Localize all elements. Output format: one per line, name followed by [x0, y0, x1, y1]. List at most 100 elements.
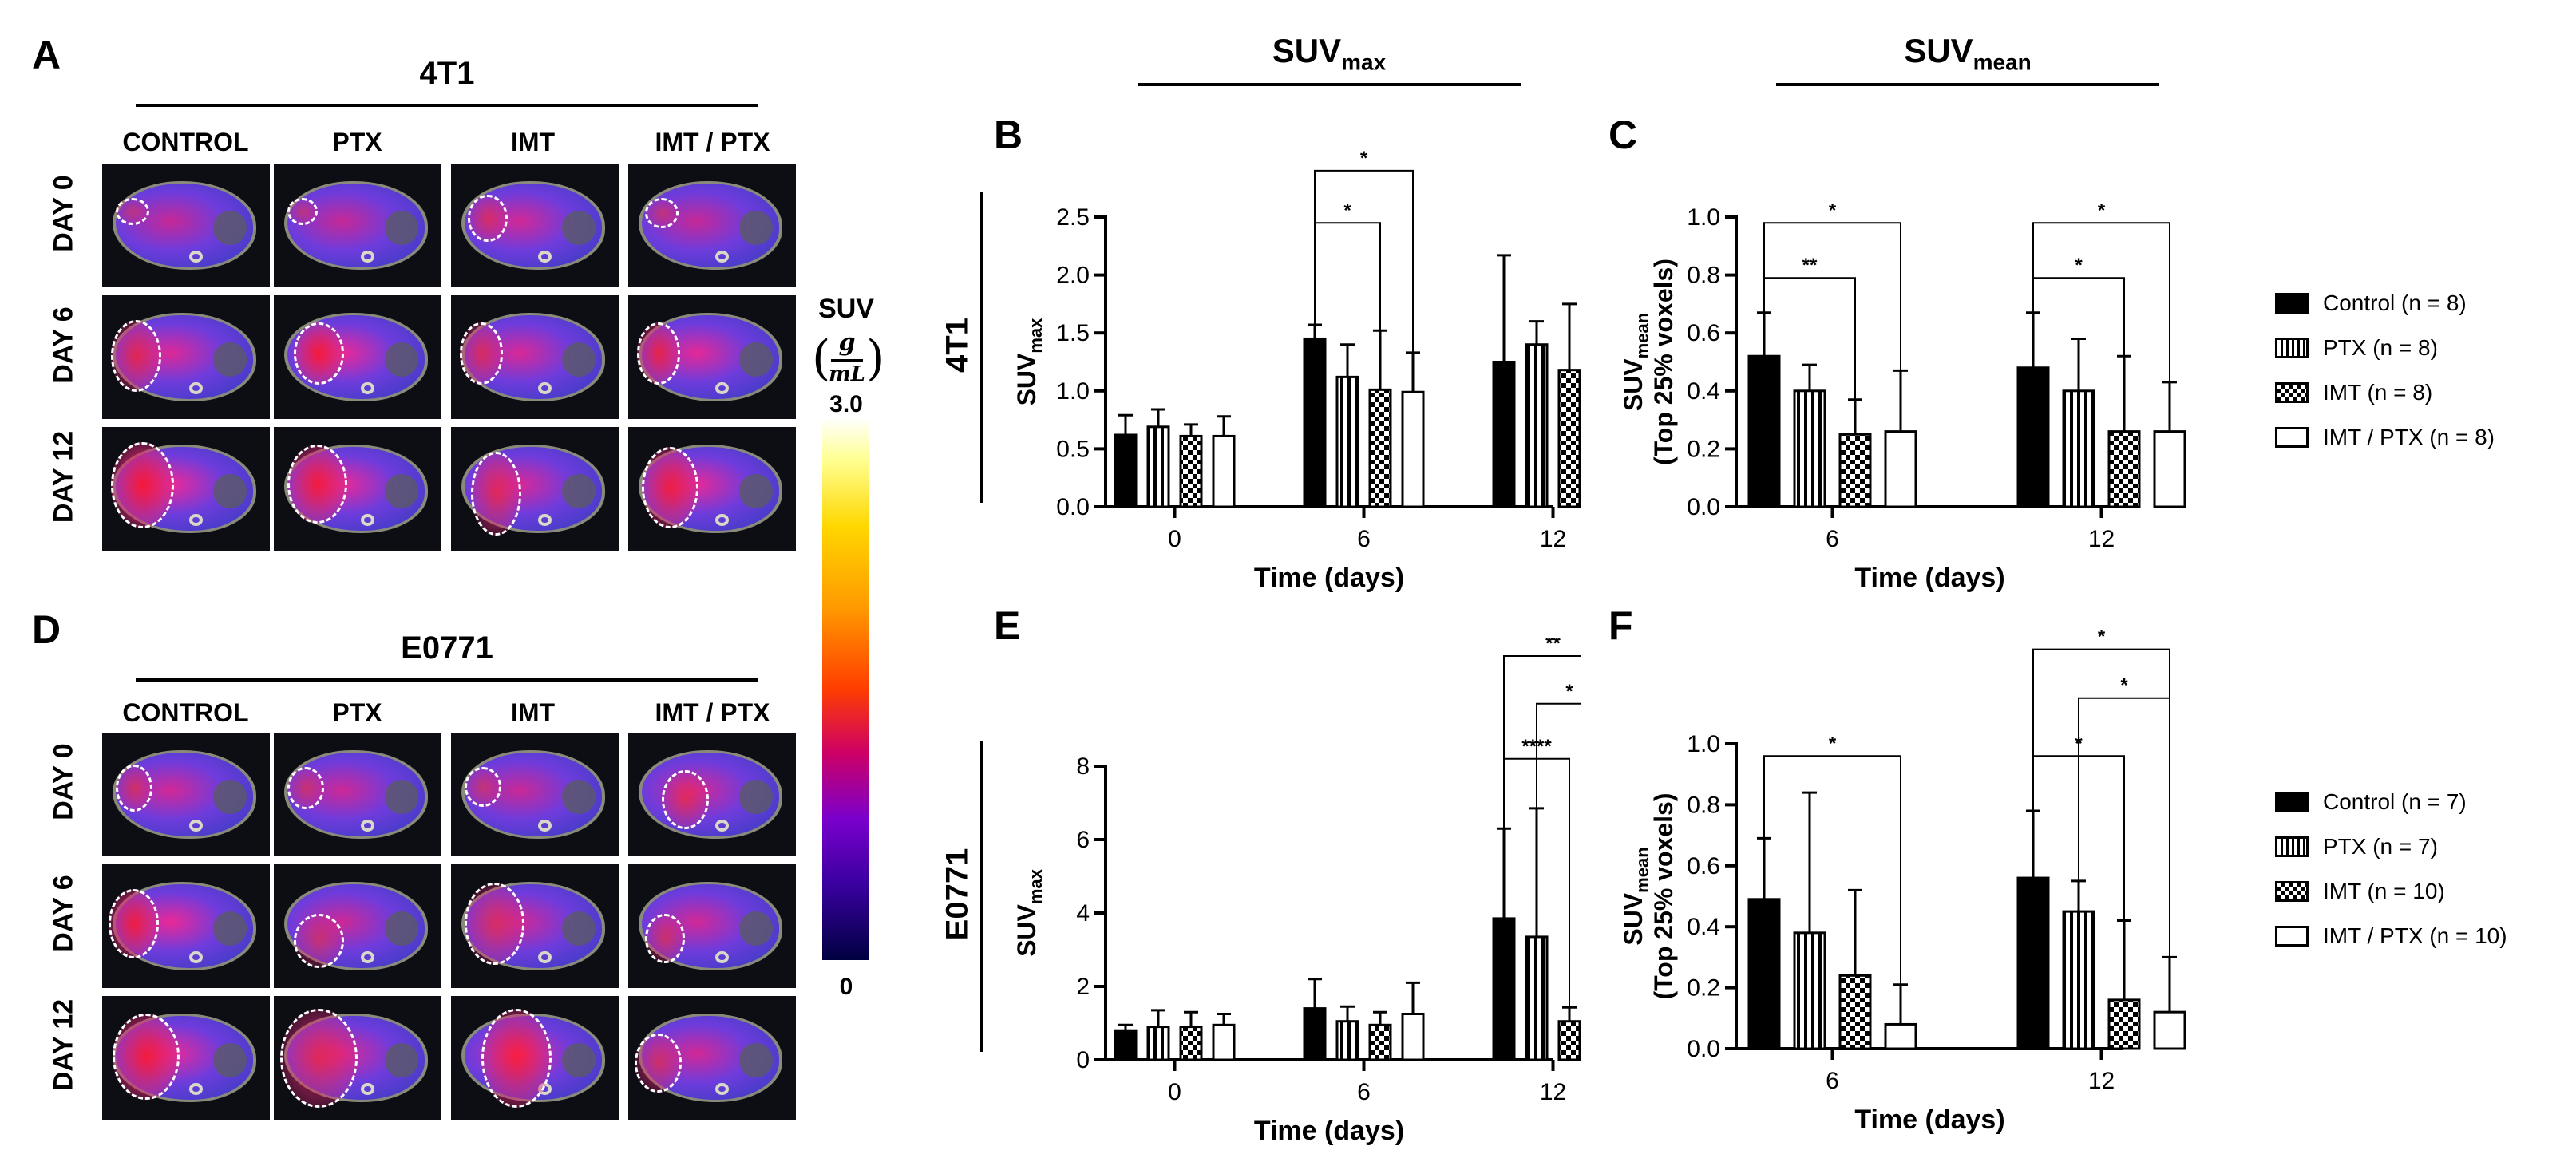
col-label-imt-ptx: IMT / PTX — [655, 128, 770, 156]
col-label-ptx-2: PTX — [332, 698, 382, 727]
bar-control — [1114, 1029, 1138, 1061]
pet-scan-image — [102, 864, 270, 988]
bar-ptx — [2062, 389, 2095, 508]
panel-letter-b: B — [994, 113, 1023, 157]
y-tick-label: 0.0 — [1687, 1036, 1720, 1062]
legend-item-ptx-2: PTX (n = 7) — [2275, 834, 2438, 859]
bar-ptx — [2062, 910, 2095, 1050]
pet-spine — [715, 513, 729, 526]
legend-item-control: Control (n = 8) — [2275, 290, 2467, 315]
frac-line — [831, 359, 863, 362]
bar-control — [1492, 361, 1516, 508]
bar-control — [1492, 917, 1516, 1061]
pet-spine — [715, 819, 729, 832]
y-tick-label: 0.2 — [1687, 975, 1720, 1002]
significance-bracket — [2032, 648, 2170, 1003]
tumor-roi-outline — [641, 446, 699, 529]
x-tick-label: 12 — [2088, 526, 2115, 552]
pet-organ — [738, 473, 773, 509]
legend-label: Control (n = 8) — [2323, 290, 2467, 315]
pet-organ — [384, 1042, 418, 1078]
pet-organ — [738, 911, 773, 947]
y-axis-title: SUVmax — [1012, 868, 1046, 957]
col-label-imt: IMT — [510, 128, 556, 156]
tumor-roi-outline — [294, 322, 345, 385]
bar-imt — [2107, 430, 2141, 508]
pet-scan-image — [628, 996, 796, 1120]
pet-scan-image — [102, 164, 270, 287]
tumor-roi-outline — [662, 769, 709, 829]
pet-scan-image — [274, 427, 441, 551]
legend-item-imt-ptx: IMT / PTX (n = 8) — [2275, 425, 2495, 449]
pet-scan-image — [102, 733, 270, 856]
pet-body-outline — [638, 444, 783, 534]
tumor-roi-outline — [287, 767, 324, 810]
y-tick-label: 4 — [1076, 900, 1090, 927]
pet-body-outline — [461, 881, 606, 971]
tumor-roi-outline — [481, 1008, 552, 1108]
pet-organ — [561, 342, 596, 377]
bar-ptx — [1335, 1020, 1359, 1061]
x-axis-title: Time (days) — [1254, 1116, 1404, 1146]
tumor-roi-outline — [110, 320, 161, 392]
legend-swatch-solid — [2275, 293, 2309, 314]
group-title-underline — [136, 104, 758, 107]
pet-body-outline — [638, 749, 783, 840]
pet-spine — [361, 250, 374, 263]
legend-swatch-checker — [2275, 382, 2309, 403]
pet-scan-image — [102, 996, 270, 1120]
y-tick-label: 1.5 — [1056, 320, 1090, 346]
pet-body-outline — [461, 749, 606, 840]
bar-imt-ptx — [2153, 430, 2186, 508]
legend-item-control-2: Control (n = 7) — [2275, 789, 2467, 814]
col-label-control: CONTROL — [122, 128, 249, 156]
significance-label: * — [2075, 255, 2083, 276]
panel-letter-e: E — [994, 603, 1021, 648]
x-tick-label: 0 — [1168, 526, 1181, 552]
pet-spine — [538, 819, 552, 832]
x-tick-label: 6 — [1826, 1068, 1839, 1094]
bar-imt-ptx — [1884, 1022, 1917, 1050]
significance-label: * — [1829, 200, 1837, 221]
tumor-roi-outline — [112, 1013, 180, 1101]
pet-scan-image — [102, 427, 270, 551]
colorbar-min: 0 — [839, 974, 853, 1000]
legend-swatch-open — [2275, 926, 2309, 947]
pet-organ — [561, 911, 596, 947]
bar-imt-ptx — [1884, 430, 1917, 508]
x-axis-title: Time (days) — [1254, 563, 1404, 593]
pet-body-outline — [283, 312, 429, 402]
pet-body-outline — [638, 180, 783, 271]
tumor-roi-outline — [459, 322, 504, 385]
side-bar-4t1 — [980, 192, 983, 503]
legend-swatch-open — [2275, 427, 2309, 448]
pet-body-outline — [283, 180, 429, 271]
legend-label: PTX (n = 7) — [2323, 834, 2438, 859]
tumor-roi-outline — [468, 194, 508, 242]
y-tick-label: 2.5 — [1056, 204, 1090, 231]
bar-imt — [1838, 974, 1872, 1050]
bar-control — [1303, 1007, 1327, 1061]
significance-bracket — [1503, 655, 1581, 909]
bar-ptx — [1525, 343, 1549, 508]
pet-spine — [538, 513, 552, 526]
side-bar-e0771 — [980, 741, 983, 1052]
pet-spine — [361, 951, 374, 963]
x-tick-label: 12 — [1540, 1079, 1566, 1105]
y-tick-label: 0.2 — [1687, 436, 1720, 462]
pet-spine — [189, 951, 203, 963]
y-tick-label: 0.5 — [1056, 436, 1090, 462]
pet-scan-image — [628, 733, 796, 856]
tumor-roi-outline — [294, 914, 345, 969]
y-axis-title: SUVmax — [1012, 318, 1046, 406]
tumor-roi-outline — [635, 1033, 683, 1093]
x-tick-label: 0 — [1168, 1079, 1181, 1105]
legend-swatch-vertical — [2275, 836, 2309, 857]
y-tick-label: 1.0 — [1687, 731, 1720, 757]
pet-organ — [561, 1042, 596, 1078]
row-label-day12-2: DAY 12 — [48, 998, 79, 1092]
pet-organ — [212, 473, 247, 509]
pet-scan-image — [102, 295, 270, 419]
pet-spine — [715, 1082, 729, 1095]
